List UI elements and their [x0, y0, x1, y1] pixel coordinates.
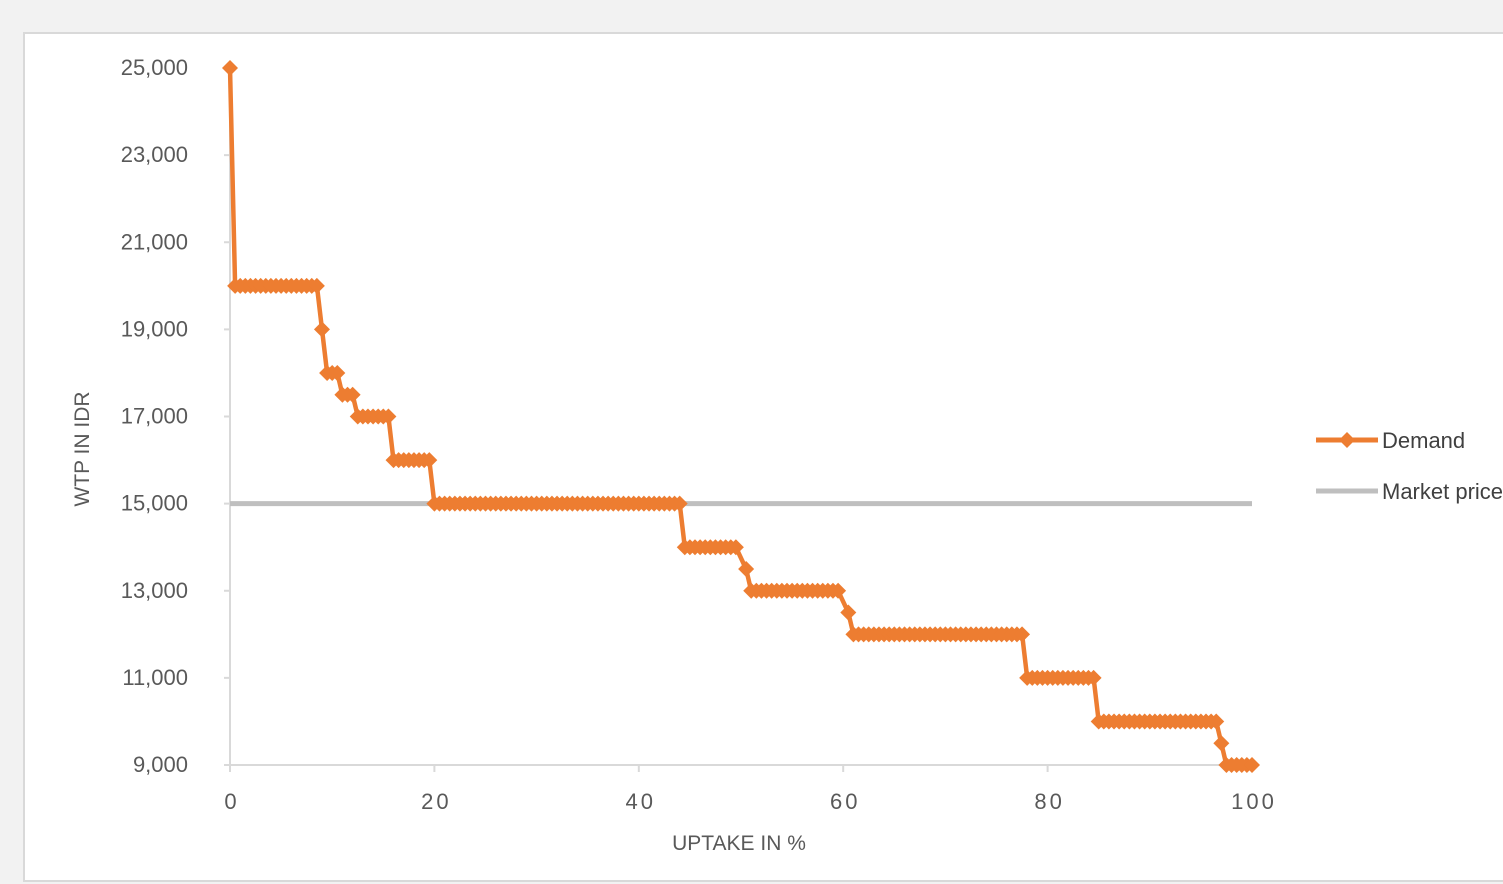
demand-point	[421, 452, 438, 469]
demand-point	[344, 386, 361, 403]
y-tick-label: 19,000	[121, 316, 188, 341]
x-tick-label: 100	[1231, 789, 1277, 814]
y-tick-label: 9,000	[133, 752, 188, 777]
demand-chart: 9,000 11,000 13,000 15,000 17,000 19,000 21,00…	[71, 55, 1503, 855]
demand-point	[830, 582, 847, 599]
demand-point	[671, 495, 688, 512]
axes: 9,000 11,000 13,000 15,000 17,000 19,000 21,00…	[121, 55, 1277, 814]
demand-point	[738, 560, 755, 577]
demand-point	[222, 60, 238, 76]
demand-point	[1085, 669, 1102, 686]
y-axis-title: WTP IN IDR	[71, 391, 94, 506]
demand-point	[308, 277, 325, 294]
x-tick-label: 80	[1034, 789, 1064, 814]
demand-point	[840, 604, 857, 621]
demand-point	[727, 539, 744, 556]
x-tick-label: 40	[626, 789, 656, 814]
demand-point	[329, 364, 346, 381]
y-tick-label: 21,000	[121, 229, 188, 254]
legend-label-market-price: Market price	[1382, 479, 1503, 504]
legend-marker-demand	[1339, 432, 1355, 448]
demand-point	[1244, 757, 1260, 773]
y-tick-label: 13,000	[121, 578, 188, 603]
x-tick-label: 60	[830, 789, 860, 814]
y-tick-label: 25,000	[121, 55, 188, 80]
chart-panel: 9,000 11,000 13,000 15,000 17,000 19,000 21,00…	[23, 32, 1503, 882]
y-tick-label: 15,000	[121, 491, 188, 516]
y-tick-label: 17,000	[121, 404, 188, 429]
legend: Demand Market price	[1316, 428, 1503, 504]
x-axis-title: UPTAKE IN %	[672, 832, 806, 855]
x-tick-label: 0	[224, 789, 239, 814]
x-tick-label: 20	[421, 789, 451, 814]
demand-point	[380, 408, 397, 425]
y-tick-label: 23,000	[121, 142, 188, 167]
demand-point	[313, 321, 330, 338]
demand-point	[1208, 713, 1225, 730]
demand-point	[1213, 735, 1230, 752]
legend-label-demand: Demand	[1382, 428, 1465, 453]
y-tick-label: 11,000	[122, 665, 188, 690]
series-layer	[222, 60, 1260, 773]
demand-point	[1014, 626, 1031, 643]
